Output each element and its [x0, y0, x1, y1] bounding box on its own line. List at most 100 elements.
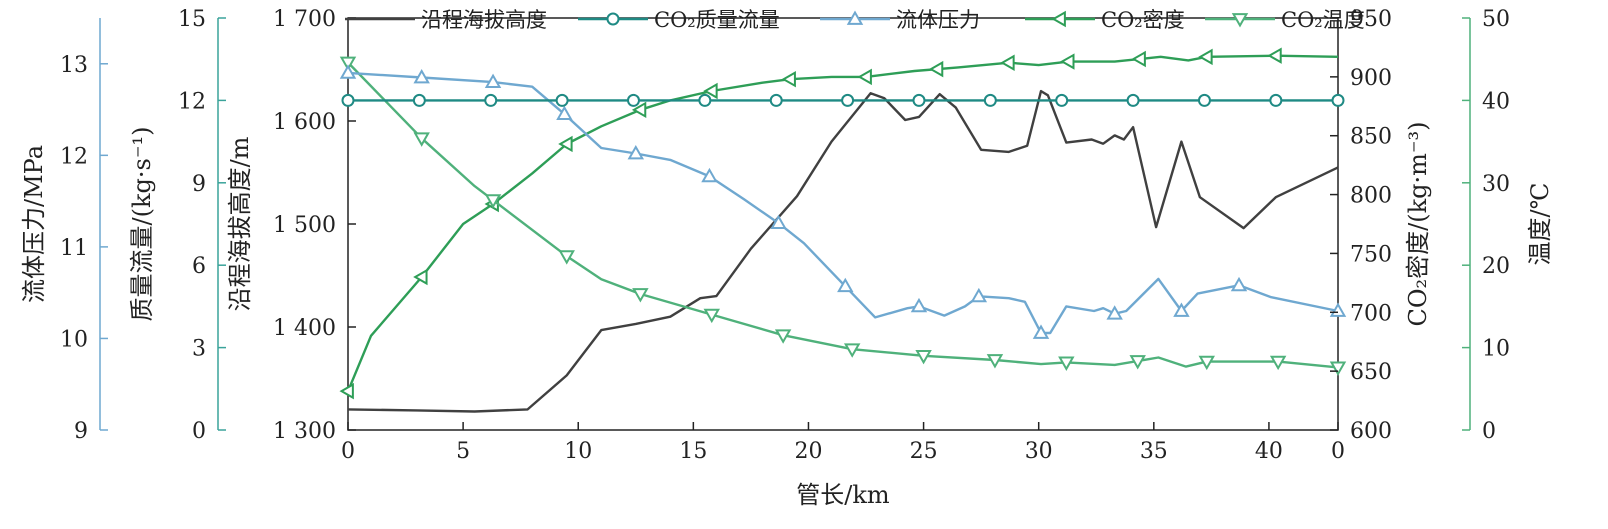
- data-point: [1329, 361, 1347, 376]
- data-point: [1055, 93, 1069, 107]
- x-tick-label: 40: [1255, 439, 1283, 464]
- x-tick-label: 30: [1025, 439, 1053, 464]
- y-tick-label: 9: [74, 419, 88, 444]
- axes-layer: 0 5 10 15 20 25 30 35 40 0 9 10 11 12 13 流体压力/MPa 0 3 6 9 12…: [20, 7, 1554, 464]
- y-tick-label: 950: [1350, 7, 1392, 32]
- y-tick-label: 850: [1350, 125, 1392, 150]
- data-point: [1000, 54, 1015, 71]
- data-point: [1269, 93, 1283, 107]
- y-tick-label: 1 700: [273, 7, 336, 32]
- data-point: [846, 10, 864, 25]
- series-line: [347, 71, 1339, 335]
- x-tick-label: 0: [1331, 439, 1345, 464]
- data-point: [631, 101, 647, 119]
- x-tick-label: 10: [564, 439, 592, 464]
- axis-pressure: 9 10 11 12 13 流体压力/MPa: [20, 18, 108, 444]
- y-tick-label: 3: [192, 337, 206, 362]
- data-point: [769, 93, 783, 107]
- data-point: [1060, 53, 1075, 70]
- data-point: [632, 288, 649, 303]
- y-tick-label: 12: [60, 144, 88, 169]
- x-axis-label: 管长/km: [796, 481, 890, 509]
- data-point: [986, 354, 1004, 369]
- y-tick-label: 700: [1350, 301, 1392, 326]
- axis-temperature: 0 10 20 30 40 50 温度/℃: [1462, 7, 1554, 444]
- data-point: [837, 277, 854, 293]
- y-tick-label: 0: [192, 419, 206, 444]
- legend-entry: CO₂温度: [1205, 8, 1365, 32]
- y-tick-label: 650: [1350, 360, 1392, 385]
- x-tick-label: 35: [1140, 439, 1168, 464]
- legend-entry: 流体压力: [820, 8, 980, 32]
- data-point: [339, 56, 357, 72]
- data-point: [1230, 276, 1248, 292]
- y-tick-label: 13: [60, 53, 88, 78]
- x-tick-label: 25: [910, 439, 938, 464]
- data-point: [484, 93, 498, 107]
- legend: 沿程海拔高度 CO₂质量流量 流体压力 CO₂密度 CO₂温度: [345, 8, 1365, 32]
- legend-label: 沿程海拔高度: [421, 8, 547, 32]
- data-point: [912, 93, 926, 107]
- series-line: [347, 61, 1339, 369]
- series-line: [347, 89, 1339, 413]
- y-tick-label: 1 500: [273, 213, 336, 238]
- y-tick-label: 600: [1350, 419, 1392, 444]
- data-point: [413, 268, 428, 286]
- series-3: [339, 47, 1339, 400]
- y-axis-label: 温度/℃: [1526, 183, 1554, 266]
- x-tick-label: 5: [456, 439, 470, 464]
- y-tick-label: 6: [192, 254, 206, 279]
- data-point: [339, 382, 354, 400]
- axis-elevation: 1 300 1 400 1 500 1 600 1 700 沿程海拔高度/m: [226, 7, 356, 444]
- y-tick-label: 10: [60, 327, 88, 352]
- data-point: [701, 167, 718, 183]
- legend-label: CO₂质量流量: [654, 8, 780, 32]
- series-2: [339, 64, 1347, 339]
- y-tick-label: 50: [1482, 7, 1510, 32]
- data-point: [412, 93, 426, 107]
- legend-entry: CO₂密度: [1025, 8, 1185, 32]
- data-point: [1231, 13, 1249, 28]
- data-point: [703, 82, 718, 100]
- data-point: [606, 12, 620, 26]
- data-point: [556, 105, 573, 121]
- data-point: [341, 93, 355, 107]
- y-axis-label: CO₂密度/(kg·m⁻³): [1404, 121, 1432, 326]
- data-point: [774, 329, 792, 344]
- data-point: [1131, 50, 1146, 68]
- y-axis-label: 流体压力/MPa: [20, 145, 48, 303]
- data-point: [1129, 355, 1146, 370]
- data-point: [970, 287, 988, 303]
- data-point: [1058, 356, 1075, 371]
- data-point: [339, 64, 357, 79]
- data-point: [626, 93, 640, 107]
- data-point: [1331, 93, 1345, 107]
- y-tick-label: 1 400: [273, 316, 336, 341]
- legend-label: CO₂密度: [1101, 8, 1185, 32]
- x-tick-label: 0: [341, 439, 355, 464]
- data-point: [770, 214, 787, 229]
- data-point: [558, 135, 573, 153]
- series-1: [341, 93, 1345, 107]
- data-point: [1106, 305, 1123, 320]
- data-point: [484, 194, 502, 209]
- data-point: [983, 93, 997, 107]
- x-tick-label: 20: [794, 439, 822, 464]
- series-0: [347, 89, 1339, 413]
- data-point: [857, 68, 872, 86]
- data-point: [558, 250, 575, 265]
- data-point: [484, 73, 502, 88]
- data-point: [413, 68, 430, 84]
- y-tick-label: 12: [178, 89, 206, 114]
- series-line: [346, 54, 1339, 392]
- y-tick-label: 900: [1350, 66, 1392, 91]
- legend-entry: CO₂质量流量: [578, 8, 780, 32]
- data-point: [1173, 302, 1190, 317]
- y-tick-label: 800: [1350, 184, 1392, 209]
- data-point: [1197, 93, 1211, 107]
- data-point: [928, 60, 944, 78]
- y-tick-label: 1 300: [273, 419, 336, 444]
- data-point: [1269, 355, 1287, 371]
- legend-entry: 沿程海拔高度: [345, 8, 547, 32]
